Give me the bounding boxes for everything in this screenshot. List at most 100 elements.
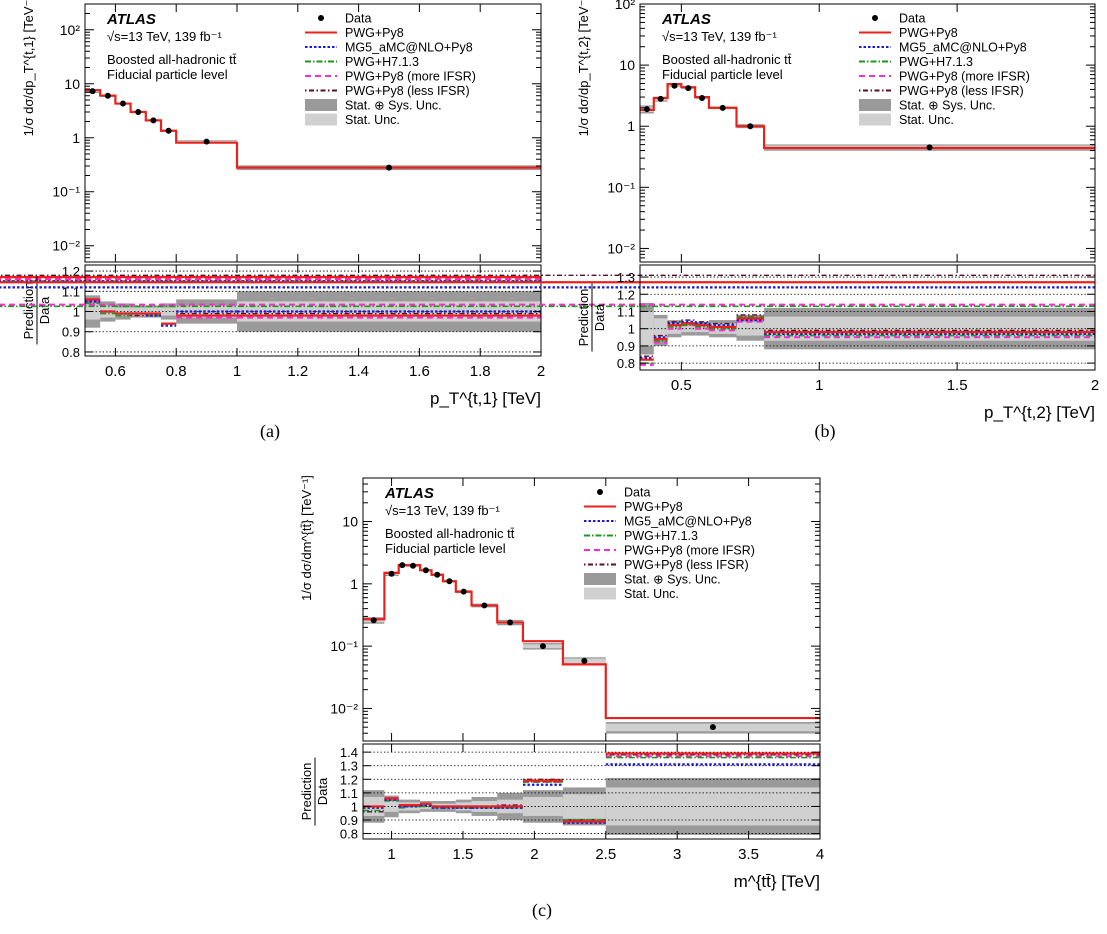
main-frame xyxy=(362,477,821,742)
atlas-label: ATLAS√s=13 TeV, 139 fb⁻¹ Boosted all-hadr… xyxy=(384,485,515,556)
data-point xyxy=(120,100,126,107)
data-point xyxy=(446,578,453,585)
x-tick-label: 1 xyxy=(387,846,395,863)
legend-label: PWG+Py8 (more IFSR) xyxy=(624,544,755,558)
legend-label: Stat. ⊕ Sys. Unc. xyxy=(624,573,721,587)
ratio-tick-label: 1 xyxy=(628,322,635,337)
legend-label: MG5_aMC@NLO+Py8 xyxy=(899,41,1027,55)
x-tick-label: 1.5 xyxy=(947,377,968,394)
ratio-title-denominator: Data xyxy=(37,296,52,324)
data-point xyxy=(719,104,726,111)
y-tick-label: 10⁻¹ xyxy=(607,179,635,195)
ratio-tick-label: 1.1 xyxy=(617,304,635,319)
ratio-axis-ticks: 0.8 0.9 1 1.1 1.2 1.3 xyxy=(617,270,1095,371)
panel-a: 0.6 0.8 1 1.2 1.4 1.6 1.8 2 10⁻² 10⁻¹ 1 10 10² 0.8 0.9… xyxy=(0,0,545,442)
x-tick-label: 1 xyxy=(815,377,823,394)
ratio-series-pwg-py8 xyxy=(363,752,820,823)
legend-label: Stat. Unc. xyxy=(624,587,679,601)
main-frame xyxy=(84,3,542,263)
ratio-stat-band xyxy=(667,323,682,334)
legend-label: PWG+Py8 (more IFSR) xyxy=(345,70,476,84)
data-point xyxy=(104,92,111,99)
data-point xyxy=(203,138,210,145)
legend-label: MG5_aMC@NLO+Py8 xyxy=(345,41,473,55)
data-point xyxy=(388,570,395,577)
y-tick-label: 10⁻¹ xyxy=(330,638,358,654)
legend-item-more-ifsr: PWG+Py8 (more IFSR) xyxy=(584,544,755,558)
x-axis-title: m^{tt̄} [TeV] xyxy=(734,872,820,891)
legend-item-pwg-py8: PWG+Py8 xyxy=(305,26,404,40)
legend-label: Data xyxy=(345,12,371,26)
y-tick-label: 1 xyxy=(72,130,80,146)
ratio-tick-label: 1.3 xyxy=(617,270,635,285)
ratio-stat-band xyxy=(736,321,765,336)
panel-b: 0.5 1 1.5 2 10⁻² 10⁻¹ 1 10 10² 0.8 0.9 1 1.1 1.2 1.3 p_… xyxy=(0,0,1099,442)
y-axis-title: 1/σ dσ/dm^{tt̄} [TeV⁻¹] xyxy=(299,475,314,601)
legend-label: Stat. ⊕ Sys. Unc. xyxy=(345,99,442,113)
ratio-tick-label: 1.1 xyxy=(62,284,80,299)
ratio-frame xyxy=(362,743,821,840)
y-tick-label: 10² xyxy=(60,22,81,38)
atlas-selection: Boosted all-hadronic tt̄ xyxy=(385,526,515,541)
data-point xyxy=(165,127,172,134)
data-point xyxy=(699,94,706,101)
legend-item-mg5: MG5_aMC@NLO+Py8 xyxy=(584,515,752,529)
y-tick-label: 10⁻² xyxy=(52,238,80,254)
legend-item-h713: PWG+H7.1.3 xyxy=(859,55,973,69)
ratio-tick-label: 1.2 xyxy=(617,287,635,302)
ratio-title-numerator: Prediction xyxy=(299,763,314,821)
ratio-tick-label: 1 xyxy=(351,799,358,814)
x-tick-label: 1.4 xyxy=(348,363,369,380)
legend-item-data: Data xyxy=(318,12,371,26)
x-axis-ticks: 0.6 0.8 1 1.2 1.4 1.6 1.8 2 xyxy=(105,4,545,380)
y-axis-title: 1/σ dσ/dp_T^{t,1} [TeV⁻¹] xyxy=(21,0,36,136)
panel-caption: (a) xyxy=(260,421,280,442)
legend-label: PWG+Py8 xyxy=(899,26,958,40)
x-tick-label: 1.6 xyxy=(409,363,430,380)
ratio-axis-title: Prediction Data xyxy=(576,283,607,352)
data-point xyxy=(422,567,429,574)
ratio-frame xyxy=(84,264,542,357)
panel-c: 1 1.5 2 2.5 3 3.5 410⁻²10⁻¹1100.80.911.11.21.3… xyxy=(299,475,824,921)
x-tick-label: 3.5 xyxy=(738,846,759,863)
ratio-stat-band xyxy=(161,307,177,316)
atlas-level: Fiducial particle level xyxy=(385,541,506,556)
legend-item-less-ifsr: PWG+Py8 (less IFSR) xyxy=(859,84,1024,98)
legend-item-data: Data xyxy=(872,12,925,26)
data-point xyxy=(671,82,678,89)
legend-swatch xyxy=(584,587,616,600)
legend-item-h713: PWG+H7.1.3 xyxy=(584,529,698,543)
ratio-gridlines xyxy=(85,270,541,353)
ratio-tick-label: 1.3 xyxy=(340,759,358,774)
panel-caption: (c) xyxy=(532,900,552,921)
y-axis-ticks: 10⁻² 10⁻¹ 1 10 10² xyxy=(607,0,1095,263)
x-tick-label: 1.5 xyxy=(453,846,474,863)
data-point xyxy=(481,602,488,609)
legend-label: PWG+Py8 (less IFSR) xyxy=(899,84,1024,98)
data-point xyxy=(460,588,467,595)
ratio-stat-band xyxy=(115,307,131,316)
ratio-axis-ticks: 0.80.911.11.21.31.4 xyxy=(340,745,820,842)
atlas-selection: Boosted all-hadronic tt̄ xyxy=(662,52,792,67)
legend-item-stat: Stat. Unc. xyxy=(584,587,679,601)
x-tick-label: 2 xyxy=(1091,377,1099,394)
data-points xyxy=(370,562,716,731)
ratio-tick-label: 0.8 xyxy=(617,356,635,371)
ratio-title-numerator: Prediction xyxy=(21,282,36,340)
legend-item-less-ifsr: PWG+Py8 (less IFSR) xyxy=(305,84,470,98)
atlas-level: Fiducial particle level xyxy=(662,67,783,82)
data-point xyxy=(643,106,650,113)
x-axis-ticks: 1 1.5 2 2.5 3 3.5 4 xyxy=(387,478,824,863)
x-axis-title: p_T^{t,1} [TeV] xyxy=(430,389,541,408)
legend-item-stat-sys: Stat. ⊕ Sys. Unc. xyxy=(859,99,996,113)
data-points xyxy=(89,88,392,171)
y-axis-ticks: 10⁻² 10⁻¹ 1 10 10² xyxy=(52,3,541,263)
ratio-tick-label: 1.2 xyxy=(340,772,358,787)
x-axis-title: p_T^{t,2} [TeV] xyxy=(984,403,1095,422)
legend-label: Stat. ⊕ Sys. Unc. xyxy=(899,99,996,113)
atlas-experiment: ATLAS xyxy=(384,485,434,502)
ratio-tick-label: 1.4 xyxy=(340,745,358,760)
legend-swatch xyxy=(859,99,891,111)
y-tick-label: 10⁻¹ xyxy=(52,184,80,200)
